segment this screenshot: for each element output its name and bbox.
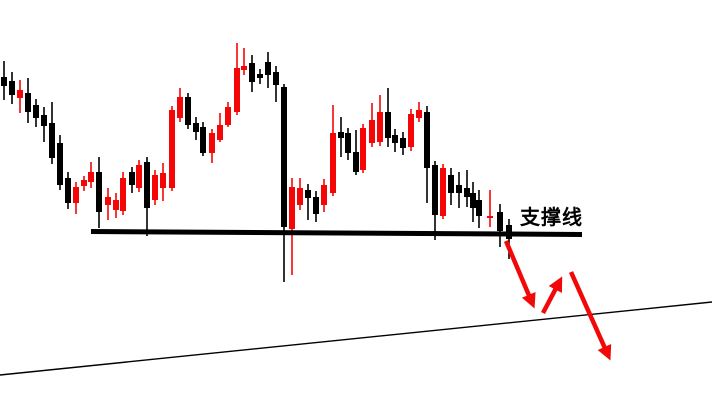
candle-body <box>33 105 39 118</box>
candle-body <box>120 178 126 211</box>
candle-body <box>177 97 183 118</box>
candle-body <box>321 185 327 205</box>
trend-line <box>0 301 712 376</box>
candle-body <box>345 133 351 153</box>
lines-layer <box>0 229 712 376</box>
candle-body <box>160 173 166 188</box>
candle-body <box>249 63 255 82</box>
projection-arrow <box>541 276 563 315</box>
candle-body <box>234 68 240 112</box>
candle-body <box>152 175 158 200</box>
candle-body <box>392 135 398 143</box>
candle-body <box>88 172 94 182</box>
candle-body <box>416 110 422 118</box>
candle-body <box>487 216 493 218</box>
candle-body <box>377 112 383 142</box>
candle-body <box>476 200 482 216</box>
candle-body <box>144 162 150 208</box>
candle-body <box>209 133 215 153</box>
candle-body <box>25 93 31 112</box>
candle-body <box>9 81 15 95</box>
candle-body <box>273 72 279 85</box>
candle-body <box>17 90 23 98</box>
candle-body <box>385 112 391 138</box>
candle-body <box>432 165 438 215</box>
candle-body <box>41 115 47 126</box>
candles-layer <box>1 43 512 282</box>
candle-body <box>360 128 366 170</box>
candle-body <box>330 133 336 193</box>
candle-body <box>113 200 119 210</box>
candle-body <box>464 188 470 197</box>
projection-arrow <box>568 271 612 361</box>
candle-body <box>81 180 87 186</box>
candle-body <box>136 165 142 188</box>
candle-body <box>217 125 223 140</box>
candle-body <box>65 178 71 203</box>
support-line-label: 支撑线 <box>520 207 583 229</box>
candle-body <box>96 172 102 212</box>
candle-body <box>297 188 303 205</box>
candle-body <box>470 193 476 208</box>
candle-body <box>200 127 206 153</box>
candle-body <box>105 197 111 205</box>
candle-body <box>313 197 319 214</box>
candle-body <box>225 107 231 125</box>
candle-body <box>129 172 135 185</box>
candle-body <box>265 62 271 75</box>
candle-body <box>257 74 263 78</box>
candle-body <box>305 190 311 198</box>
candle-body <box>400 138 406 148</box>
candle-body <box>456 185 462 193</box>
candle-body <box>408 114 414 147</box>
candle-body <box>57 143 63 185</box>
candle-body <box>281 87 287 227</box>
projection-arrow <box>503 240 536 309</box>
candle-body <box>49 123 55 158</box>
candle-body <box>1 77 7 86</box>
candle-body <box>73 187 79 203</box>
candle-body <box>338 132 344 138</box>
support-line <box>90 229 583 237</box>
candle-body <box>448 175 454 193</box>
candle-body <box>193 123 199 132</box>
candle-body <box>353 152 359 172</box>
candle-body <box>289 187 295 229</box>
candle-body <box>241 66 247 70</box>
candle-body <box>440 168 446 216</box>
arrows-layer <box>503 240 612 361</box>
candle-body <box>369 120 375 143</box>
candle-body <box>424 112 430 168</box>
candle-body <box>169 110 175 188</box>
candle-body <box>497 212 503 231</box>
candle-body <box>185 97 191 125</box>
